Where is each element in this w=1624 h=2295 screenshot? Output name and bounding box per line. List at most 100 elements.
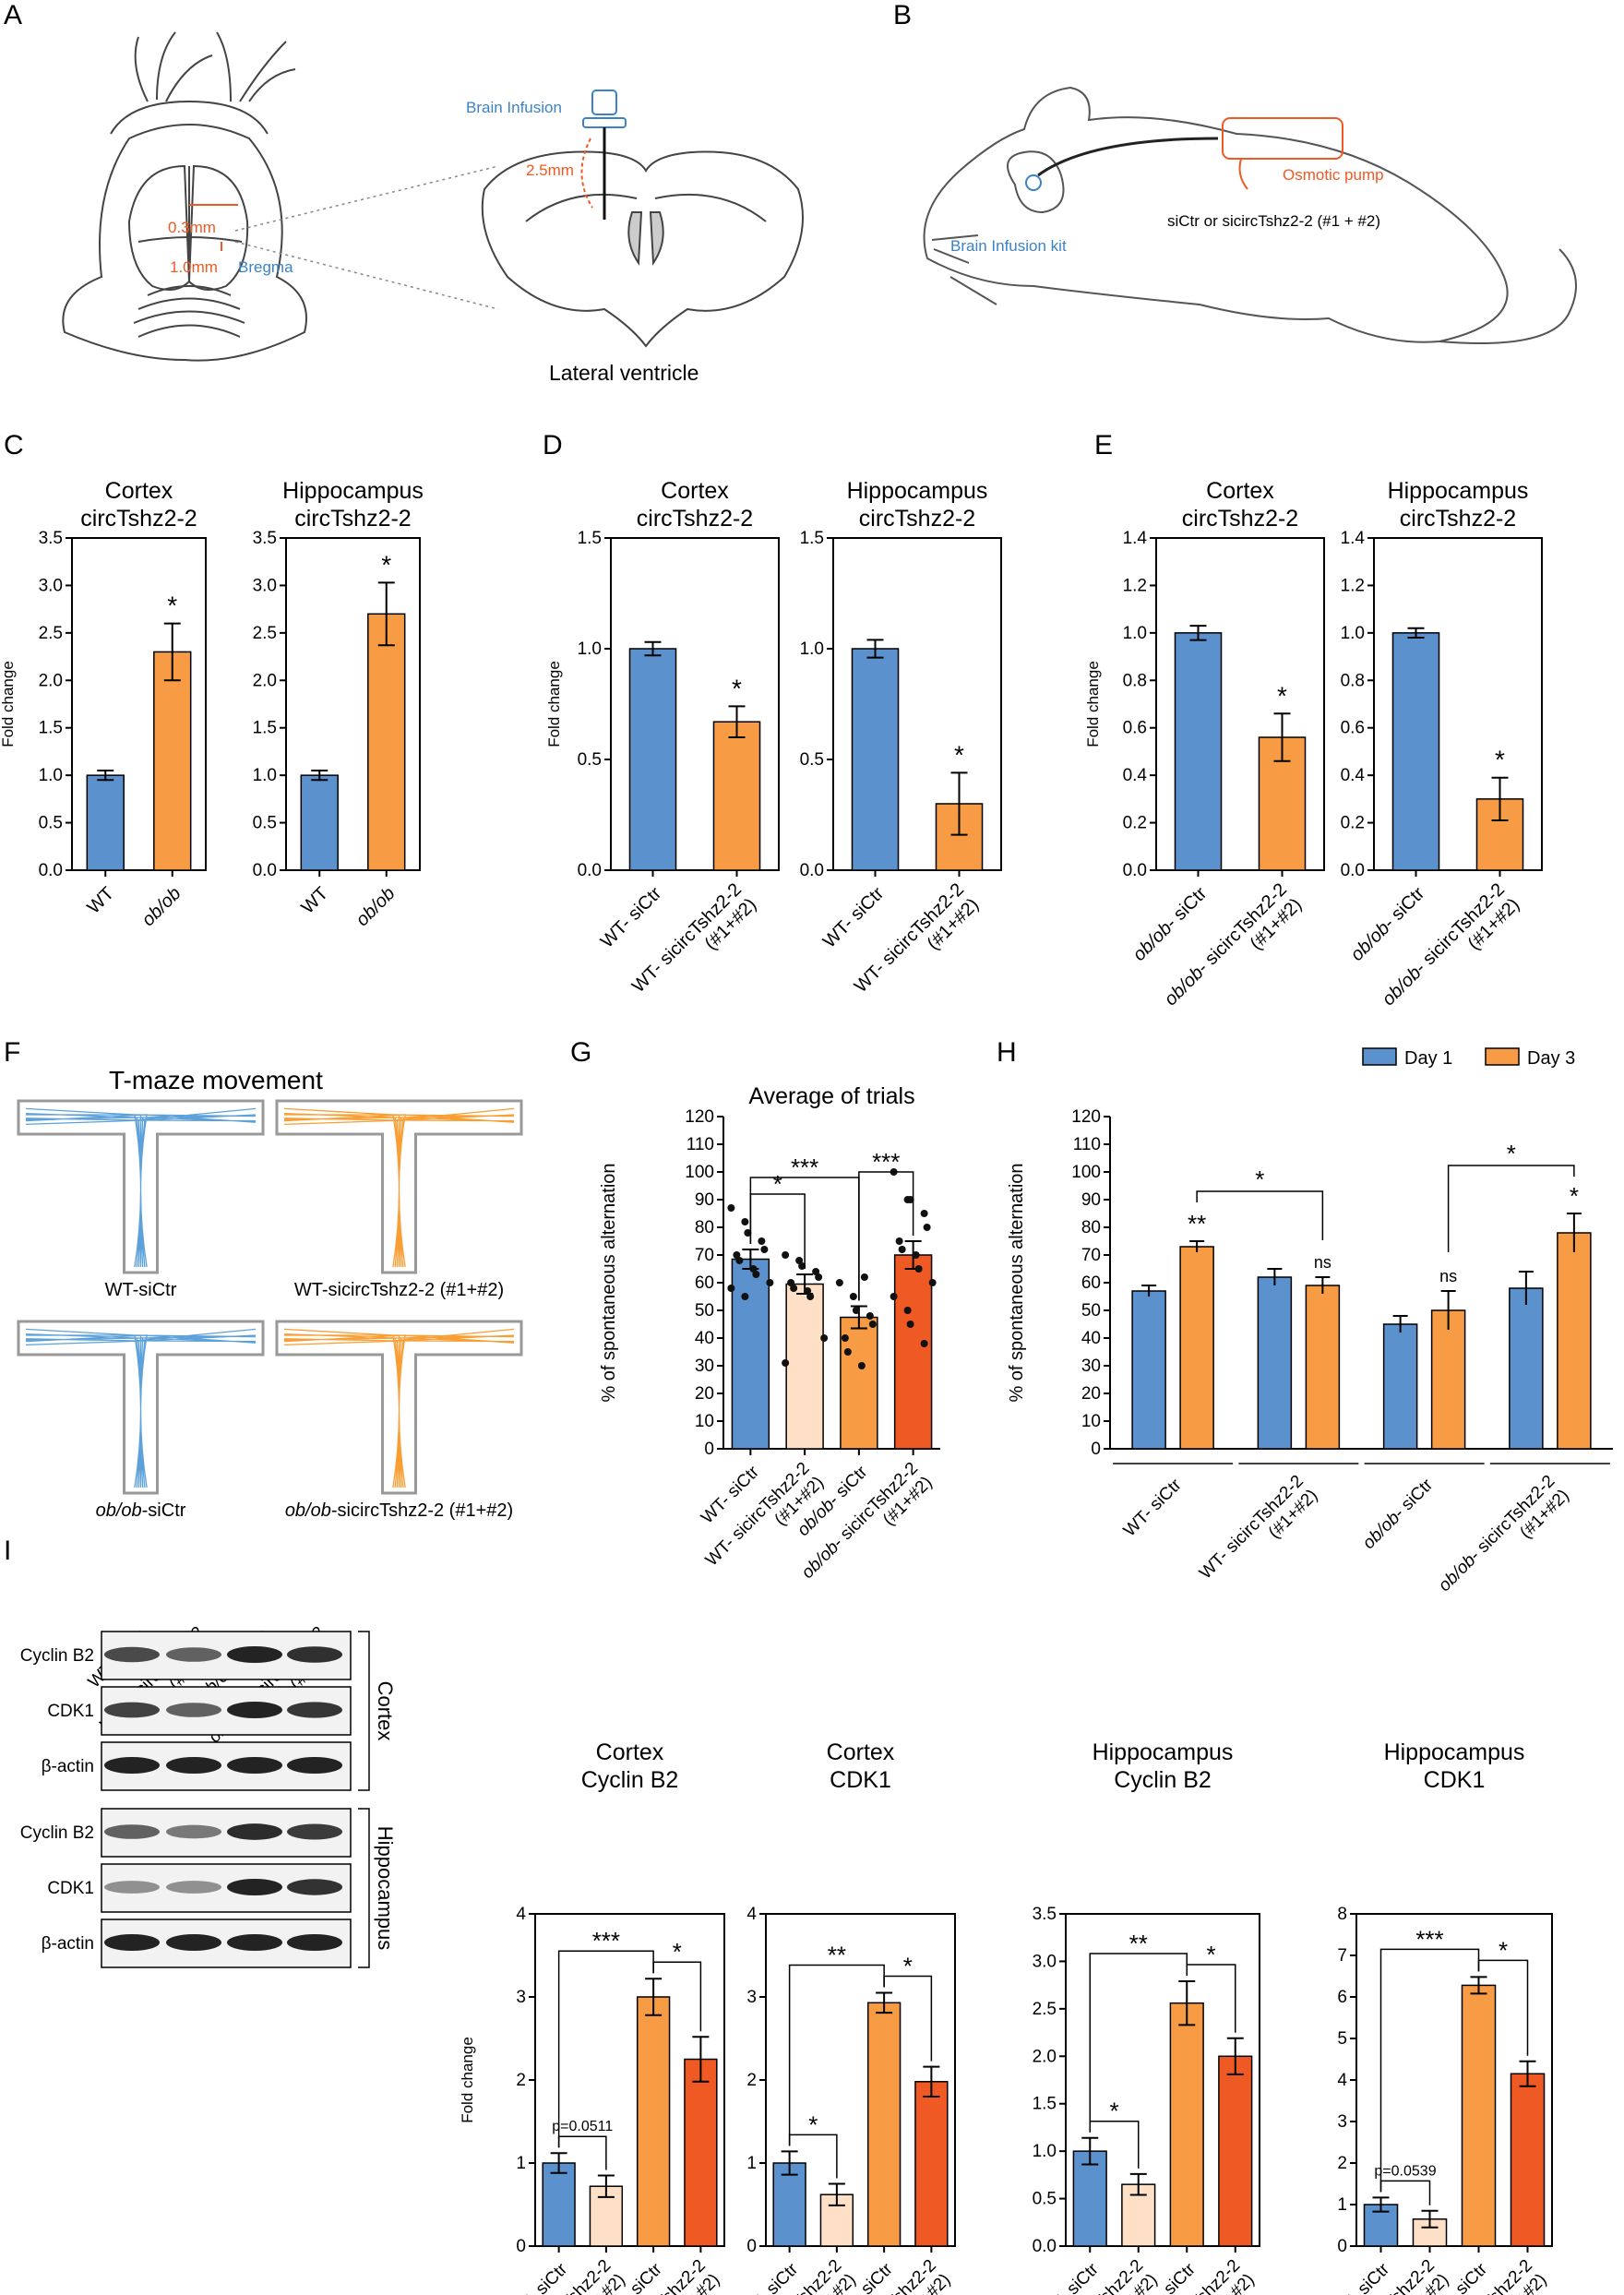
bar bbox=[628, 648, 677, 871]
y-tick-label: 4 bbox=[516, 1905, 526, 1924]
data-point bbox=[782, 1359, 790, 1367]
y-tick-label: 0 bbox=[704, 1440, 714, 1459]
chart-title: Cortex bbox=[1206, 478, 1274, 504]
blot-band bbox=[287, 1823, 342, 1840]
y-tick-label: 1 bbox=[746, 2154, 757, 2173]
tmaze-3: ob/ob-siCtr bbox=[17, 1320, 265, 1521]
y-tick-label: 2 bbox=[516, 2071, 526, 2090]
comparison-label: *** bbox=[592, 1927, 620, 1954]
osmotic-pump-icon bbox=[1222, 117, 1343, 160]
blot-band bbox=[287, 1702, 342, 1718]
y-tick-label: 1.0 bbox=[1123, 624, 1147, 643]
data-point bbox=[735, 1257, 744, 1264]
chart-subtitle: Cyclin B2 bbox=[581, 1767, 679, 1793]
y-tick-label: 0.0 bbox=[1033, 2237, 1057, 2256]
y-tick-label: 40 bbox=[695, 1329, 714, 1348]
y-tick-label: 1.0 bbox=[39, 766, 63, 785]
data-point bbox=[835, 1279, 843, 1286]
y-tick-label: 0.0 bbox=[1341, 861, 1365, 880]
x-tick-label: WT- sicircTshz2-2(#1+#2) bbox=[1196, 1472, 1321, 1597]
plot-frame bbox=[1065, 1913, 1260, 2247]
bar bbox=[1072, 2150, 1107, 2247]
y-tick-label: 1.4 bbox=[1341, 529, 1366, 548]
blot-row: Cyclin B2 bbox=[20, 1808, 352, 1858]
blot-band bbox=[166, 1824, 221, 1839]
significance-label: * bbox=[167, 592, 177, 620]
y-tick-label: 30 bbox=[1081, 1357, 1101, 1376]
x-tick-label: WT- siCtr bbox=[597, 883, 666, 952]
y-axis-label: % of spontaneous alternation bbox=[599, 1163, 619, 1402]
bar-day-1 bbox=[1382, 1323, 1418, 1450]
y-axis-label: Fold change bbox=[545, 661, 563, 747]
y-axis-label: Fold change bbox=[1084, 661, 1102, 747]
significance-label: * bbox=[1277, 681, 1287, 710]
blot-band bbox=[166, 1757, 221, 1774]
y-tick-label: 7 bbox=[1337, 1946, 1347, 1966]
y-tick-label: 1.5 bbox=[253, 719, 277, 738]
data-point bbox=[804, 1287, 812, 1295]
chart-subtitle: circTshz2-2 bbox=[294, 506, 411, 532]
data-point bbox=[752, 1271, 760, 1278]
data-point bbox=[868, 1321, 877, 1328]
comparison-label: * bbox=[1499, 1936, 1508, 1964]
chart-subtitle: circTshz2-2 bbox=[1400, 506, 1516, 532]
y-tick-label: 2.0 bbox=[253, 671, 277, 690]
data-point bbox=[741, 1293, 749, 1300]
bar-day-3 bbox=[1430, 1309, 1466, 1450]
y-tick-label: 1.0 bbox=[253, 766, 277, 785]
lateral-ventricle-caption: Lateral ventricle bbox=[549, 361, 699, 385]
corpus-callosum-icon bbox=[525, 193, 767, 222]
blot-band bbox=[287, 1757, 342, 1774]
data-point bbox=[890, 1293, 898, 1300]
comparison-bracket bbox=[1477, 1959, 1529, 2056]
panel-label-c: C bbox=[4, 430, 24, 460]
blot-band bbox=[287, 1646, 342, 1663]
data-point bbox=[749, 1265, 758, 1273]
y-tick-label: 1.5 bbox=[578, 529, 602, 548]
x-tick-label: WT- siCtr bbox=[506, 2259, 571, 2295]
y-tick-label: 2.0 bbox=[39, 671, 63, 690]
y-tick-label: 4 bbox=[1337, 2071, 1347, 2090]
chart-title: Hippocampus bbox=[1093, 1739, 1234, 1765]
blot-band bbox=[227, 1646, 282, 1663]
y-tick-label: 1.5 bbox=[39, 719, 63, 738]
y-tick-label: 70 bbox=[695, 1246, 714, 1265]
pump-arrow-icon bbox=[1238, 158, 1248, 190]
bar bbox=[684, 2058, 718, 2247]
tmaze-outline-icon bbox=[17, 1099, 265, 1274]
comparison-label: * bbox=[808, 2110, 818, 2138]
y-tick-label: 0.0 bbox=[800, 861, 824, 880]
ventricle-icon bbox=[627, 211, 664, 267]
panel-label-e: E bbox=[1094, 430, 1113, 460]
blot-band bbox=[166, 1703, 221, 1717]
y-tick-label: 1 bbox=[1337, 2195, 1347, 2215]
comparison-bracket bbox=[749, 1193, 806, 1269]
bar bbox=[300, 774, 339, 871]
x-tick-label: WT- siCtr bbox=[736, 2259, 802, 2295]
depth-label: 2.5mm bbox=[526, 161, 574, 179]
data-point bbox=[857, 1362, 866, 1369]
panel-label-a: A bbox=[4, 0, 22, 30]
chart-title: Average of trials bbox=[748, 1083, 914, 1109]
y-tick-label: 0.0 bbox=[39, 861, 63, 880]
blot-band bbox=[227, 1702, 282, 1718]
y-tick-label: 0.6 bbox=[1341, 719, 1365, 738]
bregma-label: Bregma bbox=[238, 258, 293, 276]
ap-coordinate-label: 0.3mm bbox=[168, 219, 216, 236]
data-point bbox=[733, 1251, 741, 1259]
comparison-bracket bbox=[1196, 1190, 1324, 1240]
y-tick-label: 0.5 bbox=[578, 750, 602, 770]
y-tick-label: 0.0 bbox=[578, 861, 602, 880]
blot-row: β-actin bbox=[42, 1741, 352, 1791]
data-point bbox=[812, 1268, 820, 1275]
blot-band bbox=[166, 1934, 221, 1951]
panel-label-d: D bbox=[543, 430, 563, 460]
legend: Day 1 Day 3 bbox=[1362, 1047, 1575, 1069]
y-tick-label: 0.4 bbox=[1123, 766, 1148, 785]
projection-lines-icon bbox=[234, 165, 499, 310]
blot-band bbox=[104, 1824, 160, 1839]
y-axis-label: % of spontaneous alternation bbox=[1007, 1163, 1027, 1402]
blot-row-label: Cyclin B2 bbox=[20, 1646, 94, 1666]
bar bbox=[86, 774, 125, 871]
blot-row: CDK1 bbox=[47, 1863, 352, 1913]
